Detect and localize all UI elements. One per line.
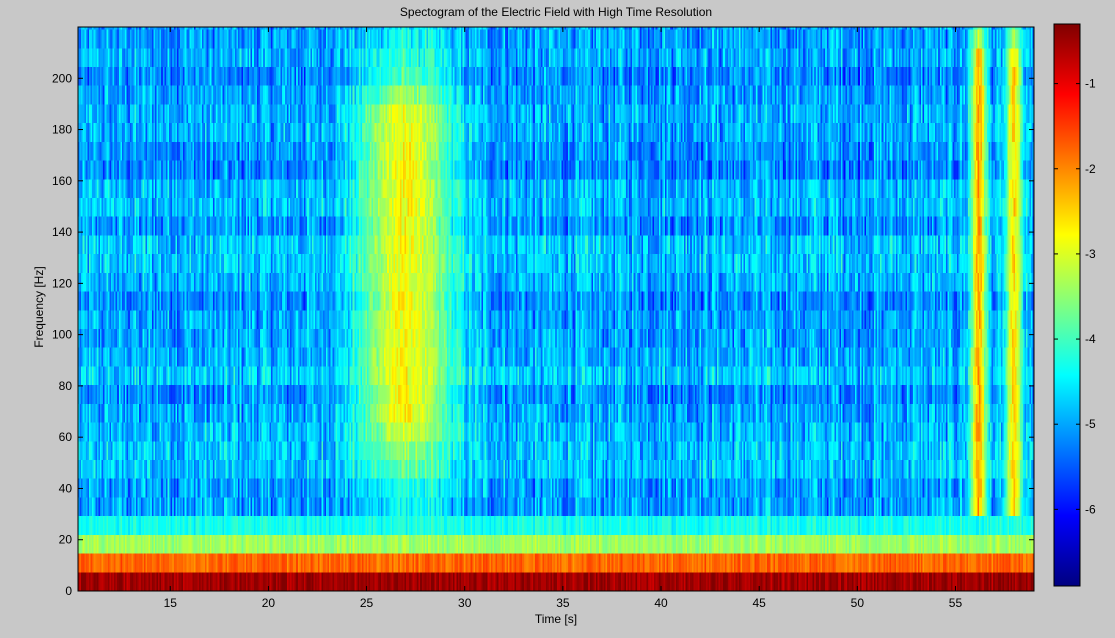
- x-axis-label: Time [s]: [535, 612, 577, 626]
- heatmap-cells: [78, 27, 1034, 591]
- y-tick-label: 160: [52, 174, 72, 188]
- x-tick-label: 30: [458, 596, 472, 610]
- chart-title: Spectogram of the Electric Field with Hi…: [400, 5, 712, 19]
- x-tick-label: 45: [752, 596, 766, 610]
- y-axis-label: Frequency [Hz]: [32, 266, 46, 347]
- x-tick-label: 20: [262, 596, 276, 610]
- y-tick-label: 60: [59, 430, 73, 444]
- colorbar-tick-label: -4: [1085, 332, 1096, 346]
- y-tick-label: 20: [59, 533, 73, 547]
- y-tick-label: 80: [59, 379, 73, 393]
- y-tick-label: 200: [52, 71, 72, 85]
- plot-frame: [77, 26, 1035, 592]
- y-tick-label: 100: [52, 328, 72, 342]
- y-tick-label: 40: [59, 481, 73, 495]
- colorbar-tick-label: -3: [1085, 247, 1096, 261]
- colorbar-tick-label: -6: [1085, 502, 1096, 516]
- x-tick-label: 40: [654, 596, 668, 610]
- y-tick-label: 0: [65, 584, 72, 598]
- x-tick-label: 35: [556, 596, 570, 610]
- colorbar-scale: [1053, 23, 1081, 587]
- y-tick-label: 140: [52, 225, 72, 239]
- y-tick-label: 120: [52, 276, 72, 290]
- colorbar-tick-label: -5: [1085, 417, 1096, 431]
- x-tick-label: 50: [851, 596, 865, 610]
- y-axis: 0 20 40 60 80 100 120 140 160 180 200: [52, 71, 1034, 598]
- colorbar: -6 -5 -4 -3 -2 -1: [1053, 23, 1096, 587]
- colorbar-tick-label: -2: [1085, 162, 1096, 176]
- colorbar-tick-label: -1: [1085, 77, 1096, 91]
- x-axis: 15 20 25 30 35 40 45 50 55: [164, 27, 963, 610]
- spectrogram-heatmap: [78, 27, 1034, 591]
- x-tick-label: 55: [949, 596, 963, 610]
- x-tick-label: 15: [164, 596, 178, 610]
- x-tick-label: 25: [360, 596, 374, 610]
- y-tick-label: 180: [52, 123, 72, 137]
